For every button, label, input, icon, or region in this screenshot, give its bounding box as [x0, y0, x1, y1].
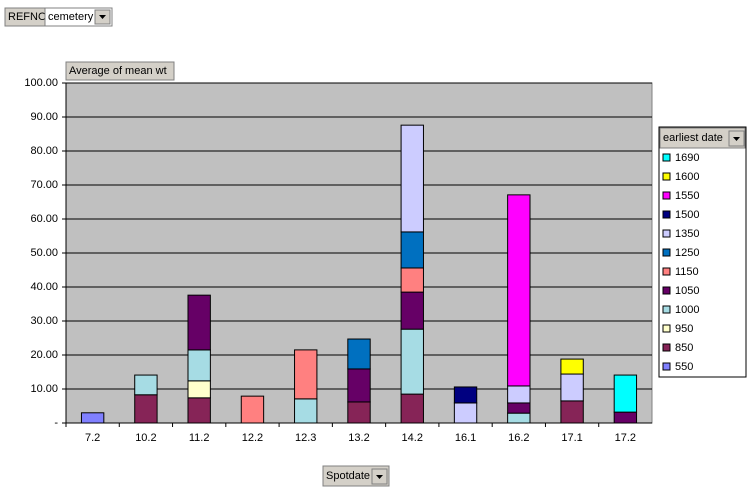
dropdown-arrow-icon [376, 475, 383, 479]
bar-segment [560, 358, 584, 375]
bar-segment [400, 393, 424, 424]
bar-segment [507, 194, 531, 387]
bar-segment [187, 380, 211, 399]
y-tick-label: - [54, 417, 58, 429]
page-field: REFNO [8, 11, 47, 23]
bar-segment [560, 373, 584, 402]
legend-swatch [662, 267, 671, 276]
bar-segment [507, 402, 531, 414]
legend-label: 950 [675, 323, 693, 335]
legend-swatch [662, 153, 671, 162]
legend-label: 1000 [675, 304, 699, 316]
bar-segment [347, 401, 371, 424]
x-tick-label: 7.2 [85, 432, 100, 444]
legend-swatch [662, 191, 671, 200]
bar-segment [613, 411, 638, 424]
legend-label: 1150 [675, 266, 699, 278]
bar-segment [400, 328, 424, 395]
bar-segment [400, 267, 424, 293]
x-tick-label: 16.2 [508, 432, 529, 444]
bar-segment [347, 368, 371, 403]
legend-swatch [662, 210, 671, 219]
y-tick-label: 60.00 [30, 213, 58, 225]
legend-label: 1350 [675, 228, 699, 240]
x-tick-label: 17.1 [561, 432, 582, 444]
bar-segment [294, 349, 318, 400]
x-tick-label: 17.2 [615, 432, 636, 444]
legend-swatch [662, 248, 671, 257]
y-tick-label: 100.00 [24, 77, 58, 89]
bar-segment [187, 397, 211, 424]
y-tick-label: 70.00 [30, 179, 58, 191]
legend [658, 126, 747, 378]
legend-swatch [662, 229, 671, 238]
bar-segment [613, 374, 638, 413]
x-axis-label: Spotdate [326, 470, 370, 482]
x-tick-label: 16.1 [455, 432, 476, 444]
y-tick-label: 20.00 [30, 349, 58, 361]
bar-segment [400, 231, 424, 269]
legend-label: 1250 [675, 247, 699, 259]
bar-segment [347, 338, 371, 370]
dropdown-arrow-icon [733, 137, 740, 141]
bar-segment [240, 395, 265, 424]
bar-segment [560, 400, 584, 424]
bar-segment [187, 294, 211, 351]
x-tick-label: 11.2 [189, 432, 210, 444]
y-tick-label: 90.00 [30, 111, 58, 123]
bar-segment [400, 124, 424, 233]
x-tick-label: 12.3 [295, 432, 316, 444]
y-tick-label: 50.00 [30, 247, 58, 259]
x-tick-label: 12.2 [242, 432, 263, 444]
legend-title: earliest date [663, 132, 723, 144]
legend-label: 850 [675, 342, 693, 354]
legend-swatch [662, 172, 671, 181]
y-tick-label: 80.00 [30, 145, 58, 157]
bar-segment [507, 385, 531, 404]
bar-segment [187, 349, 211, 382]
legend-label: 1550 [675, 190, 699, 202]
bar-segment [507, 412, 531, 424]
bar-segment [134, 374, 158, 396]
legend-label: 1600 [675, 171, 699, 183]
bar-segment [453, 386, 478, 404]
bar-segment [453, 402, 478, 424]
legend-label: 1500 [675, 209, 699, 221]
y-tick-label: 40.00 [30, 281, 58, 293]
x-tick-label: 10.2 [135, 432, 156, 444]
y-tick-label: 10.00 [30, 383, 58, 395]
legend-label: 550 [675, 361, 693, 373]
legend-swatch [662, 343, 671, 352]
chart-title: Average of mean wt [69, 65, 167, 77]
x-tick-label: 13.2 [348, 432, 369, 444]
y-tick-label: 30.00 [30, 315, 58, 327]
bar-segment [400, 291, 424, 330]
legend-field-button[interactable] [659, 127, 746, 149]
legend-label: 1690 [675, 152, 699, 164]
legend-swatch [662, 362, 671, 371]
bar-segment [294, 398, 318, 424]
legend-swatch [662, 324, 671, 333]
x-tick-label: 14.2 [402, 432, 423, 444]
dropdown-arrow-icon [99, 15, 106, 19]
legend-swatch [662, 286, 671, 295]
bar-segment [134, 394, 158, 424]
data-field-button[interactable] [65, 61, 175, 81]
bar-segment [80, 412, 105, 424]
page-field-value: cemetery [48, 11, 94, 23]
legend-label: 1050 [675, 285, 699, 297]
legend-swatch [662, 305, 671, 314]
